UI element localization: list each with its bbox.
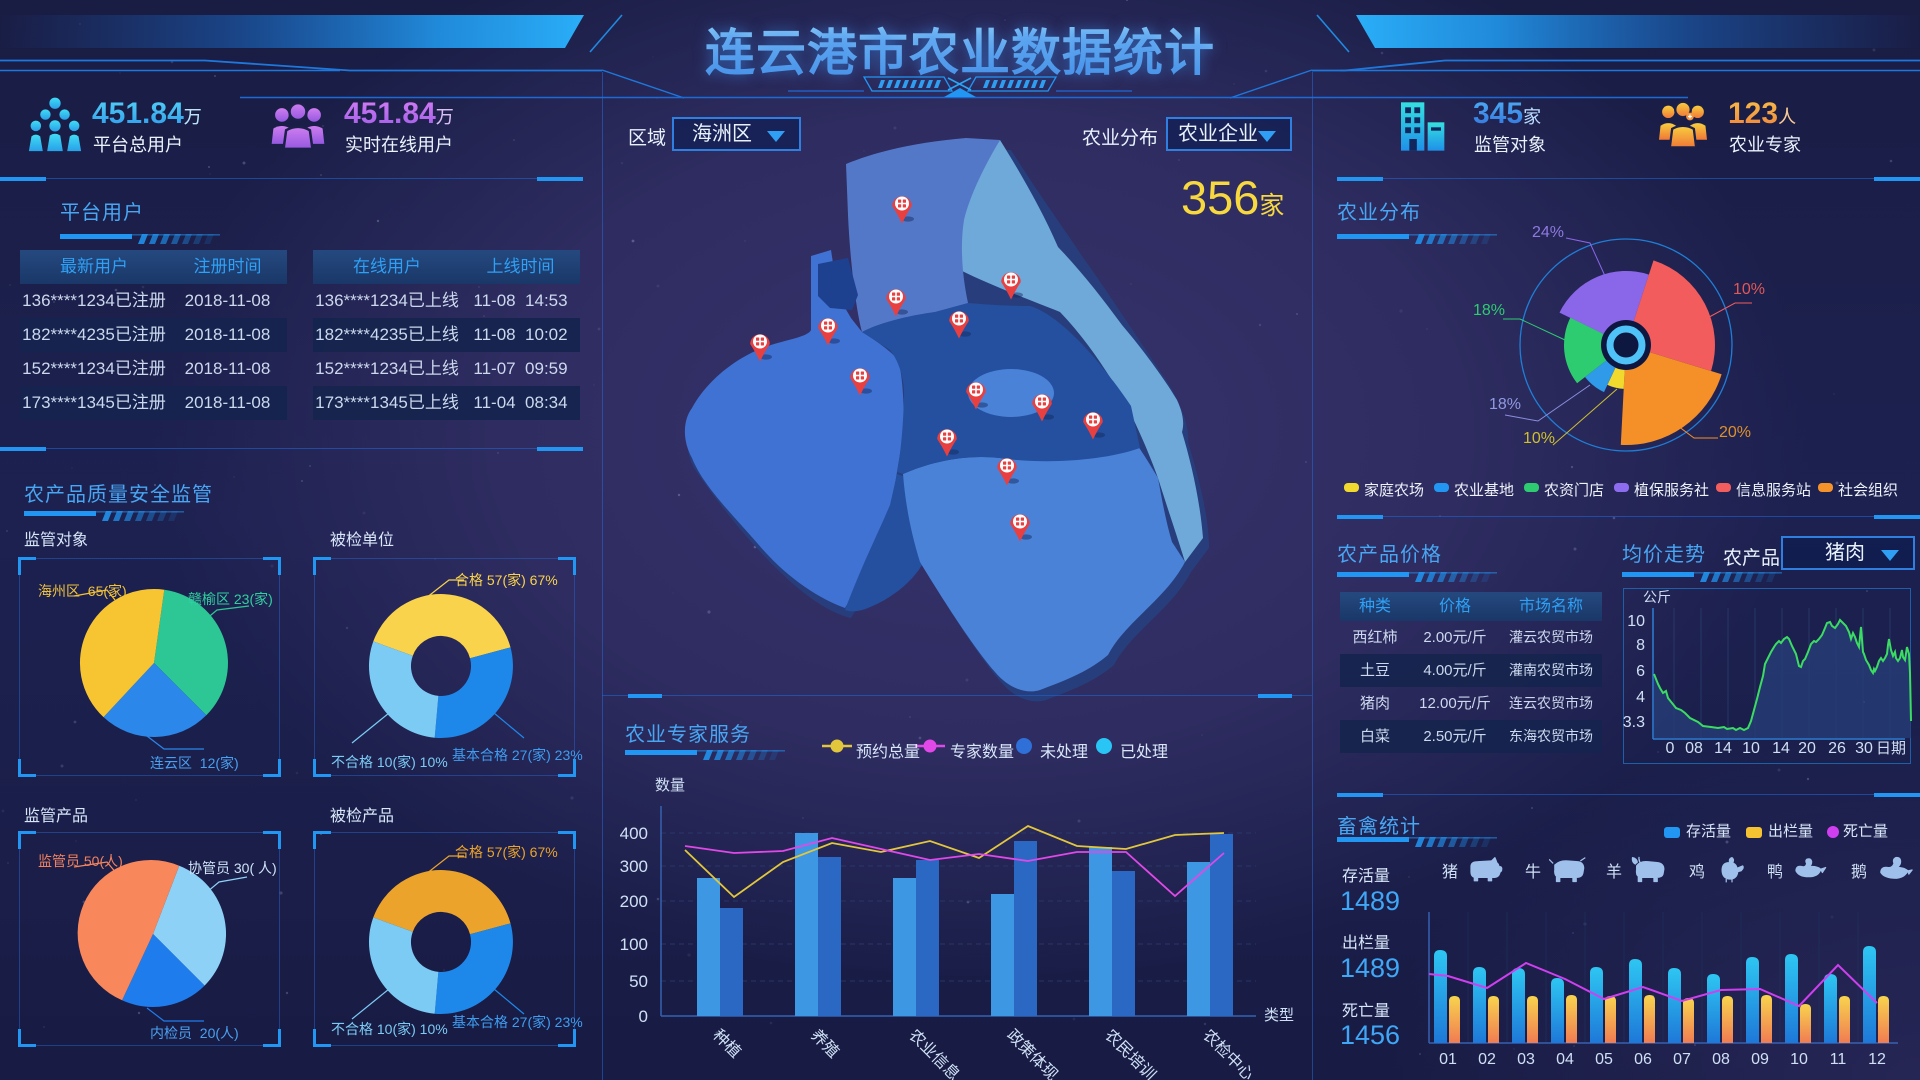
svg-text:10: 10 [1790,1051,1808,1068]
svg-text:0: 0 [639,1007,648,1026]
svg-text:08: 08 [1712,1051,1730,1068]
svg-text:类型: 类型 [1264,1007,1294,1024]
svg-text:12: 12 [1868,1051,1886,1068]
svg-text:14: 14 [1714,740,1732,757]
svg-text:08: 08 [1685,740,1703,757]
svg-text:4: 4 [1636,689,1645,706]
svg-text:26: 26 [1828,740,1846,757]
svg-text:50: 50 [629,972,648,991]
svg-text:种植: 种植 [709,1026,744,1061]
svg-text:11: 11 [1830,1051,1847,1068]
svg-text:09: 09 [1751,1051,1769,1068]
svg-text:日期: 日期 [1876,740,1906,757]
svg-text:农检中心: 农检中心 [1199,1026,1257,1080]
svg-text:14: 14 [1772,740,1790,757]
svg-text:06: 06 [1634,1051,1652,1068]
svg-text:400: 400 [620,824,648,843]
svg-text:3.3: 3.3 [1623,714,1645,731]
svg-text:养殖: 养殖 [807,1026,842,1061]
svg-text:300: 300 [620,857,648,876]
svg-text:01: 01 [1439,1051,1457,1068]
svg-text:政策体现: 政策体现 [1003,1026,1061,1080]
svg-text:20: 20 [1798,740,1816,757]
svg-text:农业信息: 农业信息 [905,1026,963,1080]
svg-text:07: 07 [1673,1051,1691,1068]
svg-text:30: 30 [1855,740,1873,757]
svg-text:数量: 数量 [655,777,685,794]
svg-text:04: 04 [1556,1051,1574,1068]
svg-text:100: 100 [620,935,648,954]
svg-text:公斤: 公斤 [1643,589,1671,605]
svg-text:农民培训: 农民培训 [1101,1026,1159,1080]
svg-text:6: 6 [1636,663,1645,680]
svg-text:05: 05 [1595,1051,1613,1068]
svg-text:10: 10 [1742,740,1760,757]
svg-text:8: 8 [1636,637,1645,654]
svg-text:10: 10 [1627,613,1645,630]
svg-text:03: 03 [1517,1051,1535,1068]
svg-text:02: 02 [1478,1051,1496,1068]
svg-text:200: 200 [620,892,648,911]
svg-text:0: 0 [1666,740,1675,757]
